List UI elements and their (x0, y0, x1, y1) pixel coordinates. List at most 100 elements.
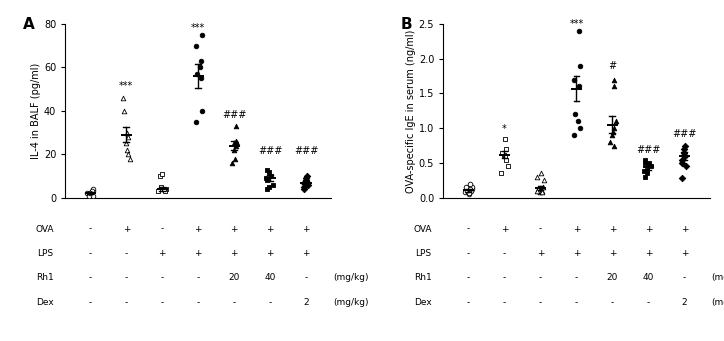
Text: 2: 2 (681, 298, 687, 307)
Text: +: + (266, 249, 274, 258)
Text: -: - (575, 298, 578, 307)
Text: +: + (681, 225, 688, 234)
Point (464, 181, 476, 187)
Point (676, 160, 688, 166)
Point (261, 176, 272, 181)
Text: -: - (467, 225, 470, 234)
Point (639, 174, 651, 180)
Text: ###: ### (636, 145, 660, 155)
Text: +: + (122, 225, 130, 234)
Point (261, 178, 273, 183)
Y-axis label: IL-4 in BALF (pg/ml): IL-4 in BALF (pg/ml) (31, 63, 41, 159)
Point (463, 190, 474, 196)
Text: B: B (400, 17, 412, 32)
Point (535, 171, 547, 176)
Text: -: - (232, 298, 236, 307)
Point (466, 187, 477, 192)
Point (195, 75, 206, 81)
Point (607, 143, 619, 148)
Point (495, 171, 507, 176)
Point (568, 77, 580, 82)
Point (87, 186, 98, 192)
Text: ###: ### (294, 147, 319, 157)
Point (230, 156, 241, 161)
Point (86, 189, 98, 194)
Point (194, 64, 206, 70)
Text: +: + (159, 249, 166, 258)
Point (83, 193, 95, 198)
Point (229, 147, 240, 153)
Point (230, 123, 242, 129)
Text: 40: 40 (643, 273, 654, 282)
Point (605, 139, 616, 145)
Point (230, 138, 242, 144)
Text: 20: 20 (229, 273, 240, 282)
Point (263, 169, 274, 174)
Text: +: + (501, 225, 508, 234)
Point (196, 108, 208, 114)
Text: ***: *** (119, 81, 133, 91)
Text: -: - (502, 298, 506, 307)
Point (641, 167, 652, 173)
Text: +: + (644, 249, 652, 258)
Point (570, 112, 581, 117)
Text: #: # (608, 61, 616, 71)
Point (607, 129, 618, 134)
Point (118, 108, 130, 114)
Text: -: - (647, 298, 650, 307)
Text: -: - (683, 273, 686, 282)
Point (607, 132, 618, 138)
Text: -: - (161, 298, 164, 307)
Text: -: - (161, 225, 164, 234)
Point (639, 160, 651, 166)
Point (460, 184, 472, 190)
Point (122, 134, 134, 140)
Text: -: - (502, 273, 506, 282)
Point (573, 84, 585, 89)
Text: -: - (502, 249, 506, 258)
Point (679, 143, 691, 148)
Y-axis label: OVA-specific IgE in serum (ng/ml): OVA-specific IgE in serum (ng/ml) (406, 29, 416, 193)
Point (156, 184, 167, 190)
Text: -: - (161, 273, 164, 282)
Text: +: + (609, 249, 616, 258)
Point (608, 77, 620, 82)
Point (498, 152, 510, 158)
Text: +: + (681, 249, 688, 258)
Point (298, 184, 310, 190)
Point (500, 136, 511, 142)
Point (573, 28, 584, 33)
Point (641, 171, 653, 176)
Text: -: - (305, 273, 308, 282)
Text: -: - (539, 273, 542, 282)
Point (639, 157, 651, 162)
Text: +: + (266, 225, 274, 234)
Point (195, 32, 207, 38)
Text: +: + (230, 249, 238, 258)
Point (265, 173, 277, 179)
Text: Rh1: Rh1 (36, 273, 54, 282)
Text: OVA: OVA (35, 225, 54, 234)
Point (500, 153, 511, 159)
Text: +: + (303, 249, 310, 258)
Point (608, 84, 620, 89)
Text: +: + (609, 225, 616, 234)
Text: +: + (536, 249, 544, 258)
Point (536, 188, 548, 194)
Point (534, 190, 546, 195)
Text: +: + (230, 225, 238, 234)
Text: +: + (195, 225, 202, 234)
Point (85, 191, 96, 196)
Point (298, 186, 309, 192)
Point (678, 146, 689, 152)
Point (500, 157, 512, 162)
Text: 40: 40 (264, 273, 276, 282)
Point (298, 180, 310, 185)
Point (463, 192, 475, 197)
Point (610, 119, 621, 124)
Point (120, 141, 132, 146)
Text: -: - (467, 273, 470, 282)
Text: -: - (269, 298, 272, 307)
Point (645, 164, 657, 169)
Point (300, 178, 311, 183)
